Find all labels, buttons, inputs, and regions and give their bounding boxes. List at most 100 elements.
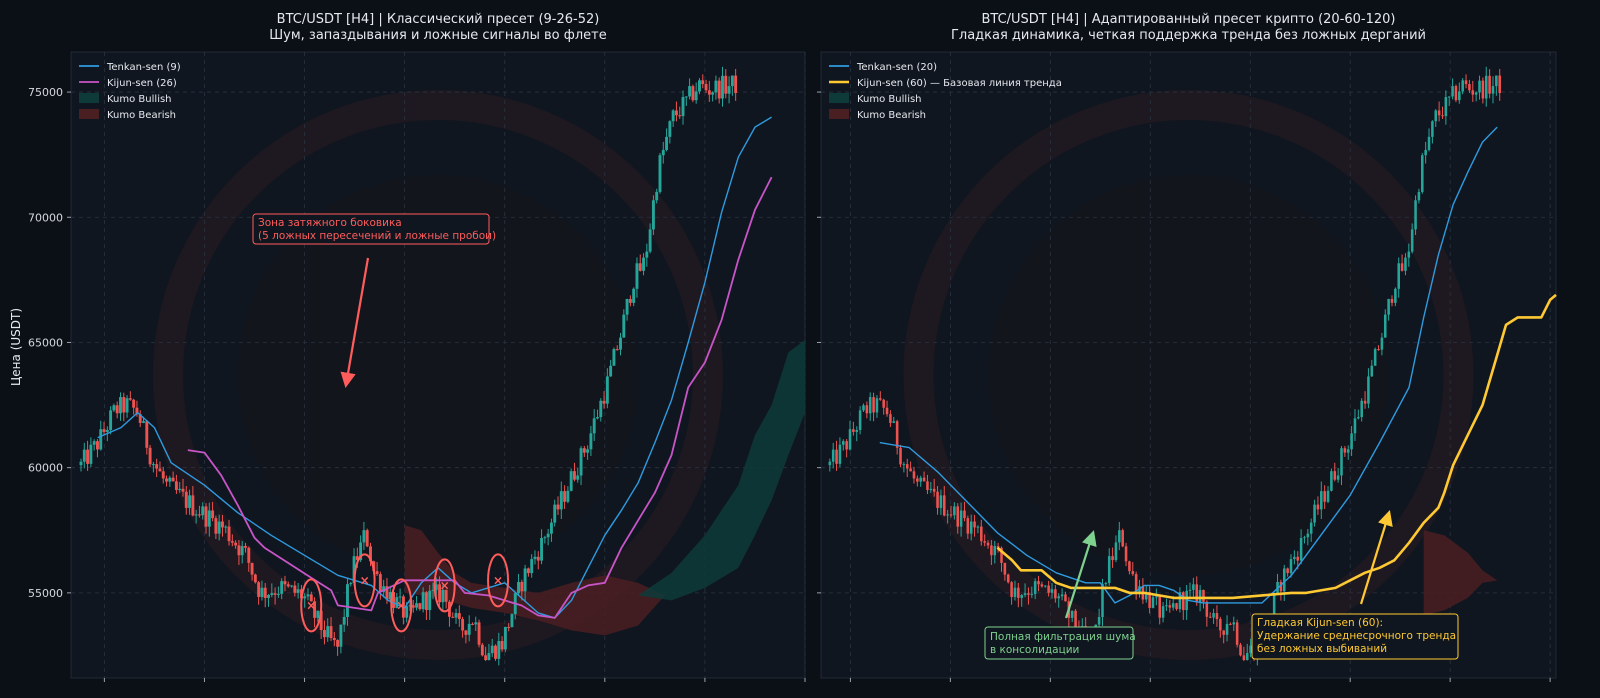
candle-body — [1161, 606, 1165, 618]
candle-body — [1118, 530, 1121, 543]
candle-body — [497, 641, 501, 659]
candle-body — [79, 461, 83, 466]
candle-body — [270, 593, 274, 596]
candle-body — [1030, 593, 1034, 595]
candle-body — [668, 121, 672, 137]
legend-swatch-patch — [79, 109, 99, 119]
y-tick-label: 75000 — [28, 86, 63, 99]
annotation-text: Зона затяжного боковика — [258, 217, 402, 229]
candle-body — [1316, 504, 1320, 510]
candle-body — [1458, 91, 1461, 101]
candle-body — [949, 514, 953, 516]
candle-body — [1074, 610, 1077, 631]
candle-body — [1404, 257, 1407, 271]
candle-body — [714, 80, 718, 93]
legend-swatch-patch — [79, 93, 99, 103]
candle-body — [1245, 653, 1249, 661]
candle-body — [142, 421, 145, 423]
candle-body — [980, 526, 983, 542]
candle-body — [648, 229, 652, 252]
candle-body — [227, 526, 231, 542]
candle-body — [828, 461, 832, 466]
candle-body — [1219, 619, 1222, 631]
candle-body — [959, 510, 963, 527]
candle-body — [932, 488, 936, 492]
candle-body — [276, 593, 280, 595]
legend-entry: Kijun-sen (26) — [107, 78, 177, 89]
candle-body — [214, 518, 218, 534]
candle-body — [523, 568, 527, 592]
candle-body — [1299, 538, 1303, 561]
watermark-disc — [988, 175, 1389, 575]
kijun-sen-line — [187, 176, 773, 619]
candle-body — [1410, 229, 1414, 252]
y-axis-label: Цена (USDT) — [9, 308, 23, 386]
candle-body — [1326, 490, 1330, 502]
candle-body — [257, 582, 261, 597]
candle-body — [1474, 92, 1478, 95]
candle-body — [1003, 562, 1007, 575]
candle-body — [132, 399, 136, 408]
candle-body — [418, 603, 422, 610]
candle-body — [346, 584, 349, 618]
candle-body — [1451, 86, 1454, 97]
legend: Tenkan-sen (20) Kijun-sen (60) — Базовая … — [829, 62, 1062, 121]
candle-body — [835, 449, 838, 464]
candle-body — [889, 414, 892, 423]
annotation-text: Полная фильтрация шума — [990, 631, 1136, 643]
candle-body — [899, 447, 902, 465]
candle-body — [510, 614, 514, 628]
annotation-text: без ложных выбиваний — [1257, 643, 1387, 655]
candle-body — [1340, 448, 1343, 476]
candle-body — [1434, 110, 1438, 122]
false-cross-marker — [487, 553, 510, 608]
candle-body — [1367, 376, 1370, 404]
candle-body — [1104, 583, 1108, 585]
candle-body — [480, 644, 484, 656]
candle-body — [1383, 314, 1387, 338]
candle-body — [359, 542, 363, 561]
candle-body — [165, 478, 168, 482]
candle-body — [645, 251, 649, 258]
candle-body — [973, 521, 976, 528]
candle-body — [553, 504, 557, 523]
candle-body — [632, 288, 636, 303]
candle-body — [638, 263, 642, 271]
candle-body — [1333, 471, 1337, 480]
candle-body — [125, 398, 129, 413]
candle-body — [434, 584, 438, 590]
candle-body — [161, 471, 165, 479]
candle-body — [145, 421, 149, 448]
candle-body — [1151, 597, 1155, 608]
chart-subtitle: Гладкая динамика, четкая поддержка тренд… — [951, 28, 1426, 43]
candle-body — [1232, 622, 1236, 625]
candle-body — [546, 533, 550, 538]
annotation-arrow — [1359, 510, 1393, 605]
candle-body — [1047, 585, 1050, 593]
candle-body — [484, 655, 488, 661]
panel-classic: BTC/USDT [H4] | Классический пресет (9-2… — [28, 12, 806, 682]
candle-body — [296, 589, 300, 593]
candle-body — [609, 365, 613, 377]
candle-body — [1380, 337, 1384, 350]
candle-body — [605, 376, 609, 404]
candle-body — [1309, 522, 1313, 534]
candle-body — [1282, 568, 1286, 592]
candle-body — [936, 491, 939, 508]
candle-body — [688, 86, 692, 97]
candle-body — [362, 530, 366, 543]
candle-body — [517, 581, 520, 594]
candle-body — [168, 477, 172, 482]
candle-body — [1279, 581, 1283, 592]
candle-body — [1447, 96, 1451, 98]
candle-body — [1387, 298, 1390, 315]
candle-body — [1000, 547, 1003, 563]
candle-body — [559, 491, 563, 510]
legend-entry: Kumo Bearish — [107, 110, 176, 121]
candle-body — [1353, 418, 1357, 434]
candle-body — [872, 397, 875, 413]
candle-body — [1195, 584, 1199, 603]
candle-body — [953, 506, 956, 516]
candle-body — [602, 400, 606, 404]
candle-body — [1249, 645, 1252, 654]
